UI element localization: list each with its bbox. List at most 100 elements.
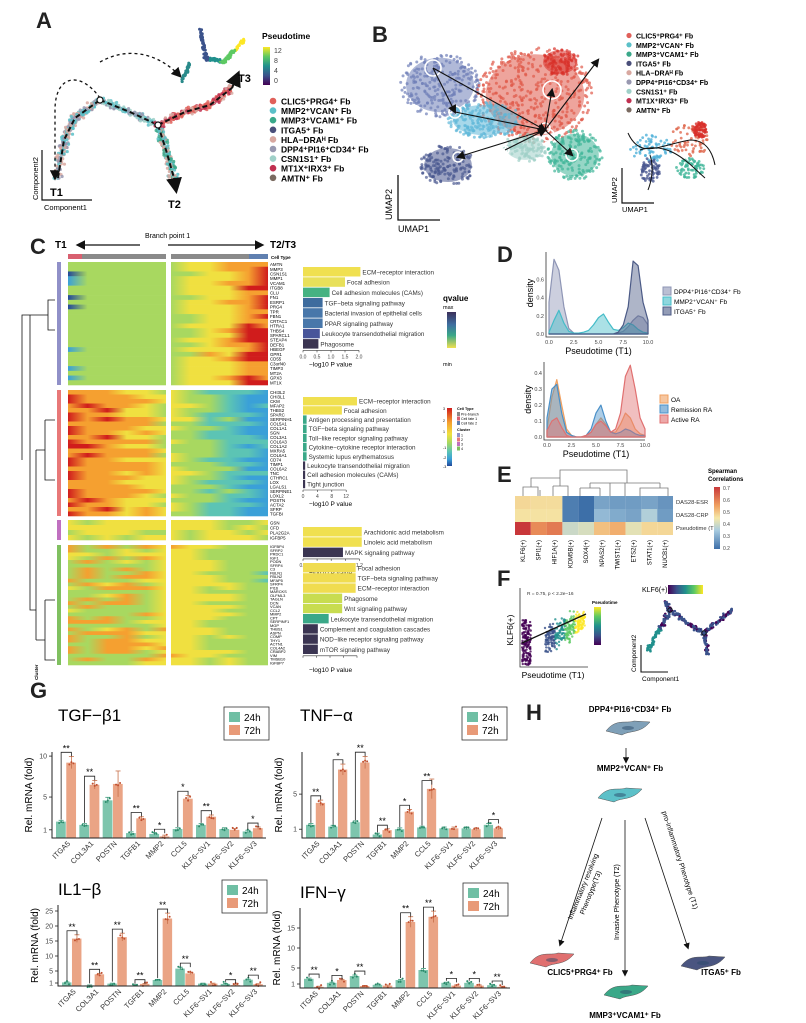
umap-point bbox=[474, 108, 478, 112]
heatmap-row bbox=[171, 271, 268, 277]
umap-point bbox=[520, 52, 524, 56]
umap-point bbox=[446, 165, 450, 169]
heatmap-row bbox=[171, 421, 268, 427]
umap-point bbox=[699, 128, 702, 132]
gene-label: SFRP4 bbox=[270, 582, 283, 587]
umap-point bbox=[701, 164, 705, 168]
pathway-label: Leukocyte transendothelial migration bbox=[307, 463, 410, 470]
umap-point bbox=[422, 155, 426, 159]
umap-point bbox=[479, 78, 483, 82]
umap-point bbox=[579, 138, 583, 142]
heatmap-row bbox=[68, 435, 166, 440]
heatmap-cell bbox=[609, 509, 626, 522]
cell-point bbox=[55, 164, 59, 168]
heatmap-row bbox=[68, 421, 166, 427]
umap-point bbox=[466, 175, 470, 179]
umap-point bbox=[574, 72, 578, 76]
umap-point bbox=[473, 95, 477, 99]
scatter-point bbox=[528, 628, 531, 631]
umap-point bbox=[548, 53, 552, 57]
umap-point bbox=[411, 86, 415, 90]
umap-point bbox=[559, 164, 563, 168]
x-tick-label: 0.0 bbox=[300, 354, 307, 360]
umap-point bbox=[483, 73, 487, 77]
pathway-bar bbox=[303, 328, 320, 339]
heatmap-row bbox=[68, 412, 166, 418]
umap-point bbox=[553, 145, 557, 149]
heatmap-cell bbox=[609, 522, 626, 535]
pathway-label: TGF−beta signaling pathway bbox=[358, 576, 439, 583]
trajectory-arrow bbox=[432, 67, 547, 132]
umap-point bbox=[565, 174, 569, 178]
umap-point bbox=[561, 140, 565, 144]
scatter-point bbox=[521, 662, 524, 666]
heatmap-row bbox=[68, 484, 166, 490]
heatmap-cell bbox=[578, 522, 594, 535]
umap-point bbox=[566, 60, 570, 64]
pathway-label: ECM−receptor interaction bbox=[358, 586, 430, 593]
umap-point bbox=[479, 133, 483, 137]
umap-point bbox=[543, 149, 547, 153]
heatmap-row bbox=[171, 439, 268, 445]
umap-point bbox=[560, 122, 564, 126]
umap-point bbox=[429, 98, 433, 102]
umap-point bbox=[516, 130, 520, 134]
heatmap-row bbox=[171, 448, 268, 454]
umap-point bbox=[657, 172, 661, 176]
heatmap-row bbox=[68, 430, 166, 436]
heatmap-row bbox=[171, 612, 268, 617]
umap-point bbox=[510, 152, 514, 156]
gene-label: ESRP1 bbox=[270, 300, 285, 305]
cell-point bbox=[81, 113, 86, 117]
column-label: KDM5B(+) bbox=[568, 540, 574, 568]
heatmap-cell bbox=[546, 509, 563, 522]
arrow-t2 bbox=[166, 176, 182, 194]
umap-point bbox=[535, 98, 539, 102]
legend-label: MMP3⁺VCAM1⁺ Fb bbox=[636, 52, 699, 59]
cell-point bbox=[207, 103, 211, 107]
heatmap-row bbox=[171, 375, 268, 381]
heatmap-row bbox=[171, 276, 268, 282]
legend-swatch bbox=[269, 136, 277, 143]
umap-point bbox=[517, 54, 521, 58]
pseudotime-point bbox=[215, 57, 219, 61]
pathway-label: Focal adhesion bbox=[358, 565, 401, 572]
umap-point bbox=[551, 65, 555, 69]
legend-label: 1 bbox=[461, 434, 463, 438]
heatmap-row bbox=[171, 323, 268, 329]
inset-curve bbox=[627, 132, 716, 166]
umap-point bbox=[490, 120, 494, 124]
heatmap-row bbox=[68, 608, 166, 613]
umap-point bbox=[477, 117, 481, 121]
cell-point bbox=[59, 146, 63, 150]
umap-point bbox=[651, 150, 655, 154]
umap-point bbox=[687, 126, 691, 130]
gene-label: OLFML3 bbox=[270, 593, 286, 598]
heatmap-row bbox=[68, 525, 166, 531]
gene-label: VCAM1 bbox=[270, 281, 286, 286]
umap-point bbox=[439, 179, 443, 183]
panel-label-a: A bbox=[36, 8, 52, 33]
umap-point bbox=[448, 70, 452, 74]
umap-point bbox=[698, 166, 702, 170]
umap-point bbox=[437, 66, 441, 70]
umap-point bbox=[548, 82, 552, 86]
umap-point bbox=[401, 74, 405, 78]
heatmap-row bbox=[171, 530, 268, 536]
umap-point bbox=[528, 55, 532, 59]
umap-point bbox=[583, 104, 587, 108]
umap-point bbox=[557, 147, 561, 151]
legend-swatch bbox=[269, 126, 277, 134]
heatmap-row bbox=[68, 280, 166, 286]
scatter-point bbox=[527, 653, 531, 656]
legend-label: CLIC5⁺PRG4⁺ Fb bbox=[636, 34, 693, 41]
cell-point bbox=[220, 95, 224, 99]
umap-point bbox=[533, 158, 537, 162]
heatmap-cell bbox=[546, 496, 563, 509]
umap-point bbox=[467, 100, 471, 104]
umap-point bbox=[518, 95, 522, 99]
gene-label: THBS2 bbox=[270, 408, 285, 413]
umap-point bbox=[675, 166, 678, 169]
gene-label: SPARCL1 bbox=[270, 333, 290, 338]
umap-point bbox=[522, 126, 526, 130]
